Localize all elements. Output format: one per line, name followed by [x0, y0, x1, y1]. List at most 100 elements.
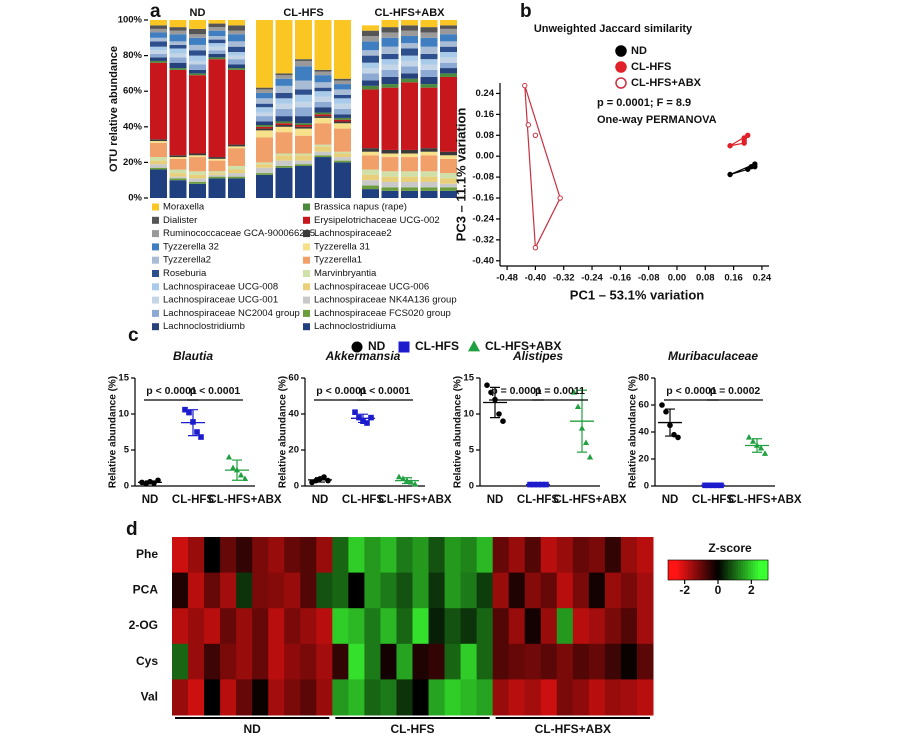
bar-segment [150, 142, 167, 158]
colorbar-step [678, 560, 681, 580]
point [761, 450, 769, 456]
bar-segment [401, 36, 418, 44]
bar-segment [169, 53, 187, 58]
heatmap-cell [332, 608, 349, 645]
bar-segment [381, 176, 399, 182]
colorbar-step [713, 560, 716, 580]
bar-segment [189, 153, 206, 156]
bar-segment [362, 189, 379, 198]
bar-segment [362, 55, 379, 63]
point [522, 82, 528, 89]
heatmap-cell [236, 572, 253, 609]
bar-segment [169, 44, 187, 49]
bar-segment [208, 158, 226, 161]
colorbar-step [755, 560, 759, 580]
error-bar [358, 413, 368, 424]
heatmap-cell [236, 679, 253, 716]
y-tick-label: -0.40 [472, 255, 494, 266]
bar-segment [189, 174, 206, 179]
bar-segment [295, 20, 312, 60]
y-tick-label: 0 [124, 481, 129, 492]
heatmap-cell [396, 537, 413, 574]
bar-segment [440, 46, 457, 53]
bar-segment [208, 43, 226, 47]
y-tick-label: 10 [463, 409, 474, 420]
legend-label: Tyzzerella2 [163, 255, 211, 266]
y-tick-label: 10 [118, 409, 129, 420]
colorbar-step [675, 560, 679, 580]
bar-segment [208, 23, 226, 28]
colorbar-step [733, 560, 736, 580]
bar-segment [440, 57, 457, 63]
bar-segment [256, 173, 273, 175]
colorbar-step [748, 560, 751, 580]
heatmap-cell [540, 643, 558, 680]
heatmap-cell [460, 643, 478, 680]
bar-segment [189, 69, 206, 74]
point [663, 408, 669, 415]
heatmap-cell [604, 572, 622, 609]
bar-segment [420, 190, 438, 198]
bar-segment [420, 84, 438, 88]
panel-label: b [520, 1, 532, 22]
bar-segment [169, 176, 187, 179]
error-bar [752, 438, 762, 453]
heatmap-cell [524, 608, 542, 645]
bar-segment [150, 28, 167, 33]
heatmap-cell [396, 572, 413, 609]
legend-label: Tyzzerella 32 [163, 241, 219, 252]
bar-segment [169, 180, 187, 198]
y-tick-label: 0.24 [476, 88, 495, 99]
bar-segment [208, 59, 226, 158]
bar-segment [440, 25, 457, 29]
bar-segment [314, 157, 332, 198]
heatmap-cell [220, 572, 237, 609]
bar-segment [189, 50, 206, 56]
heatmap-cell [220, 537, 237, 574]
bar-segment [420, 76, 438, 85]
x-axis-label: PC1 – 53.1% variation [570, 287, 704, 302]
heatmap-cell [556, 537, 574, 574]
bar-segment [362, 180, 379, 186]
point [675, 434, 681, 441]
annotation: One-way PERMANOVA [597, 114, 717, 126]
legend-label: Lachnoclostridiumb [163, 321, 245, 332]
heatmap-cell [380, 608, 397, 645]
legend-marker [467, 340, 481, 352]
bar-segment [362, 68, 379, 74]
bar-segment [275, 109, 293, 117]
bar-segment [440, 41, 457, 47]
heatmap-cell [380, 643, 397, 680]
bar-segment [440, 34, 457, 42]
colorbar-step [690, 560, 694, 580]
legend-swatch [152, 323, 159, 331]
bar-segment [362, 151, 379, 156]
y-axis-label: Relative abundance (%) [628, 376, 639, 488]
bar-segment [150, 169, 167, 198]
heatmap-cell [348, 537, 365, 574]
bar-segment [150, 57, 167, 61]
bar-segment [440, 155, 457, 159]
bar-segment [208, 57, 226, 60]
heatmap-cell [476, 608, 494, 645]
point [395, 473, 403, 480]
colorbar-step [715, 560, 719, 580]
heatmap-cell [396, 643, 413, 680]
point [325, 477, 331, 484]
heatmap-cell [316, 572, 333, 609]
bar-segment [401, 157, 418, 172]
heatmap-cell [476, 537, 494, 574]
colorbar-step [728, 560, 731, 580]
bar-segment [150, 25, 167, 29]
point [182, 406, 188, 413]
bar-segment [314, 82, 332, 88]
heatmap-cell [492, 537, 510, 574]
row-label: Phe [136, 547, 158, 561]
bar-segment [334, 89, 351, 95]
bar-segment [314, 112, 332, 115]
group-label: CL-HFS+ABX [375, 7, 446, 19]
point [321, 474, 327, 480]
legend-marker [351, 341, 363, 353]
plot-title: Alistipes [512, 349, 563, 363]
bar-segment [420, 53, 438, 60]
